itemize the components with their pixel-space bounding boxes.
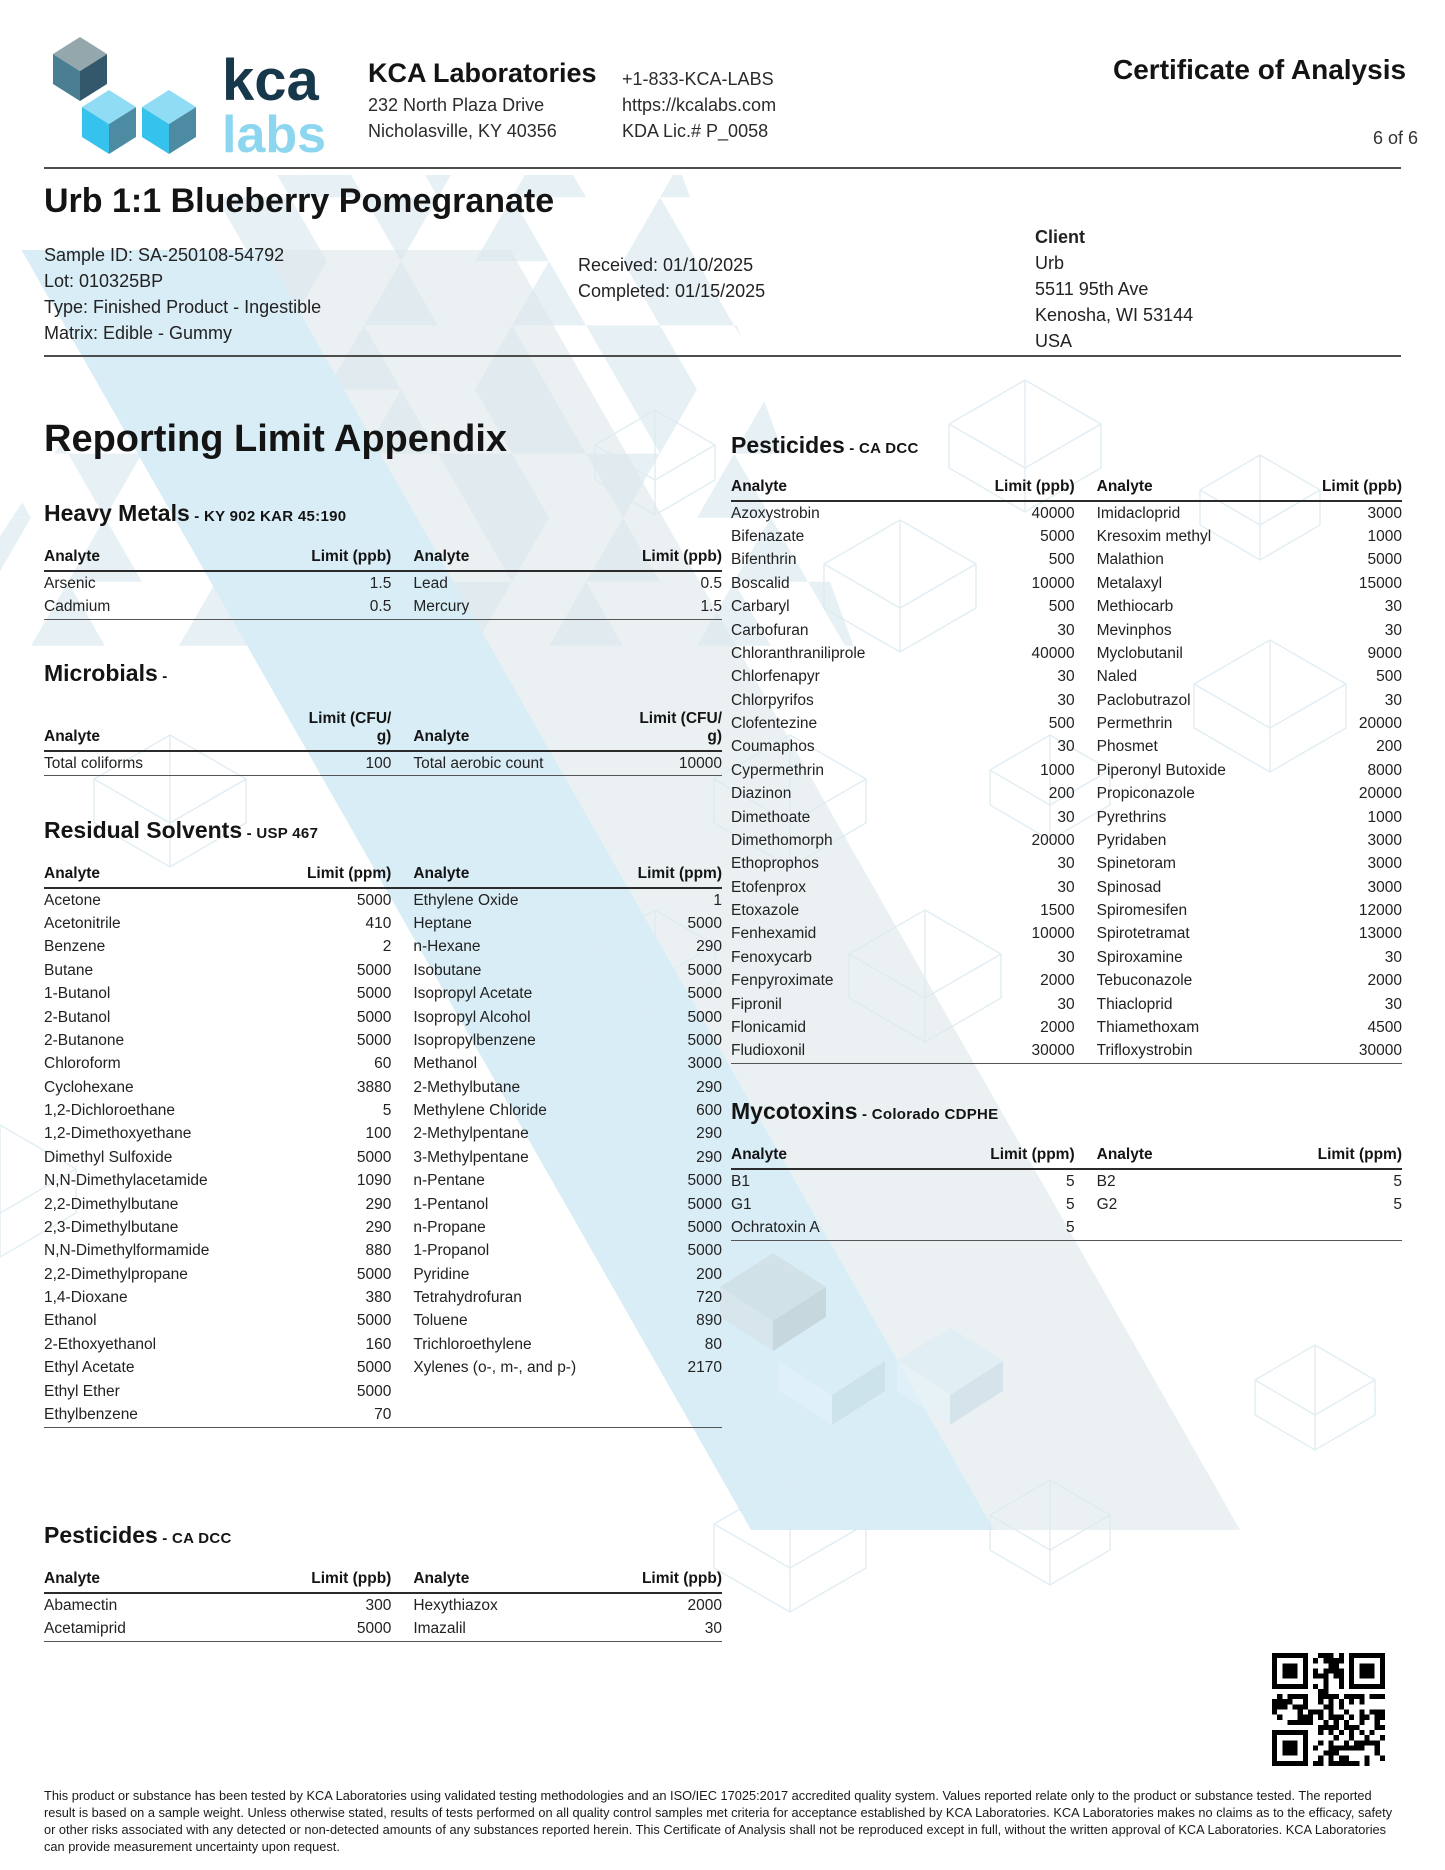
svg-text:kca: kca — [222, 48, 320, 113]
svg-text:labs: labs — [222, 106, 326, 164]
